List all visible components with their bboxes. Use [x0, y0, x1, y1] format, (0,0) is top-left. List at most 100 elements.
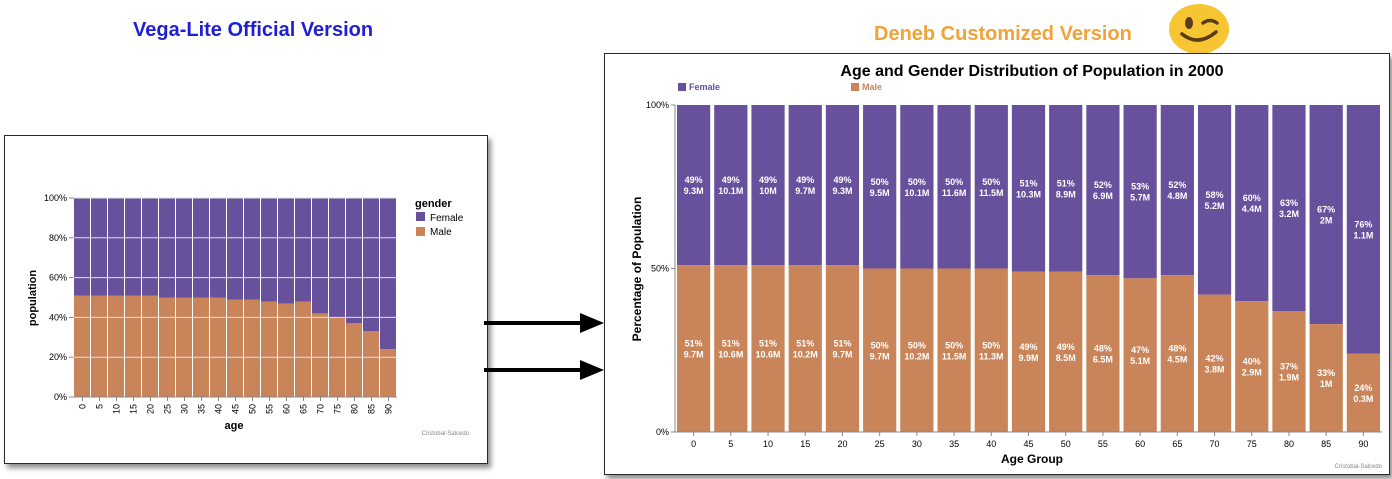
right-label-male-population: 9.7M	[870, 351, 890, 361]
right-label-male-population: 9.9M	[1018, 353, 1038, 363]
right-label-female-population: 6.9M	[1093, 191, 1113, 201]
left-x-tick-label: 65	[299, 404, 309, 414]
right-bar-female	[714, 105, 748, 266]
right-x-tick-label: 15	[800, 439, 810, 449]
left-x-tick-label: 60	[282, 404, 292, 414]
right-x-tick-label: 10	[763, 439, 773, 449]
right-label-female-percent: 63%	[1280, 198, 1298, 208]
right-label-female-percent: 52%	[1168, 180, 1186, 190]
right-label-male-percent: 47%	[1131, 345, 1149, 355]
right-label-female-population: 11.6M	[942, 188, 967, 198]
right-label-male-population: 2.9M	[1242, 368, 1262, 378]
left-x-tick-label: 85	[367, 404, 377, 414]
right-data-labels-group: 49%9.3M51%9.7M49%10.1M51%10.6M49%10M51%1…	[684, 175, 1374, 404]
right-bar-male	[751, 265, 785, 432]
right-label-male-percent: 51%	[759, 339, 777, 349]
right-label-female-population: 10.1M	[718, 186, 743, 196]
right-bar-male	[1049, 271, 1083, 432]
right-bar-male	[677, 265, 711, 432]
right-x-tick-label: 60	[1135, 439, 1145, 449]
right-label-male-percent: 51%	[796, 339, 814, 349]
left-bars-group	[74, 198, 396, 397]
right-x-tick-label: 75	[1247, 439, 1257, 449]
left-bar-female	[159, 198, 175, 298]
right-bar-female	[937, 105, 971, 269]
right-bar-female	[751, 105, 785, 266]
right-bar-female	[788, 105, 822, 266]
left-bar-female	[91, 198, 107, 296]
right-label-male-percent: 51%	[722, 339, 740, 349]
left-legend-female-swatch	[416, 212, 425, 221]
right-label-male-percent: 49%	[1019, 342, 1037, 352]
right-bar-female	[900, 105, 934, 269]
left-y-tick-label: 20%	[49, 352, 67, 362]
right-label-male-percent: 37%	[1280, 362, 1298, 372]
left-legend-male-swatch	[416, 227, 425, 236]
right-x-tick-label: 55	[1098, 439, 1108, 449]
left-bar-male	[125, 295, 141, 397]
right-label-male-population: 8.5M	[1056, 353, 1076, 363]
right-label-female-percent: 51%	[1057, 178, 1075, 188]
right-label-female-percent: 53%	[1131, 182, 1149, 192]
right-label-male-percent: 48%	[1168, 344, 1186, 354]
right-label-female-population: 1.1M	[1353, 230, 1373, 240]
left-x-tick-label: 0	[78, 404, 88, 409]
right-label-male-population: 4.5M	[1167, 355, 1187, 365]
official-version-heading: Vega-Lite Official Version	[133, 19, 374, 41]
left-bar-female	[363, 198, 379, 332]
left-x-tick-label: 55	[265, 404, 275, 414]
left-bar-female	[108, 198, 124, 296]
right-label-female-percent: 49%	[833, 175, 851, 185]
right-bar-female	[1123, 105, 1157, 279]
right-label-female-population: 4.4M	[1242, 204, 1262, 214]
right-bar-female	[677, 105, 711, 266]
left-bar-male	[346, 323, 362, 397]
left-x-tick-label: 40	[214, 404, 224, 414]
right-y-axis-ticks: 0% 50% 100%	[646, 100, 676, 437]
left-y-axis-label: population	[27, 270, 39, 326]
left-bar-male	[108, 295, 124, 397]
right-label-male-population: 9.7M	[832, 350, 852, 360]
right-bar-male	[1123, 278, 1157, 432]
left-x-tick-label: 75	[333, 404, 343, 414]
right-label-male-percent: 50%	[982, 340, 1000, 350]
right-bar-male	[788, 265, 822, 432]
right-label-female-population: 5.7M	[1130, 193, 1150, 203]
left-bar-male	[193, 297, 209, 397]
left-bar-male	[74, 295, 90, 397]
right-chart-title: Age and Gender Distribution of Populatio…	[840, 63, 1223, 80]
right-label-male-population: 11.3M	[979, 351, 1004, 361]
left-bar-male	[380, 349, 396, 397]
right-x-tick-label: 70	[1210, 439, 1220, 449]
left-legend-title: gender	[415, 198, 452, 210]
right-legend-female-label: Female	[689, 82, 720, 92]
left-bar-female	[142, 198, 158, 296]
left-x-axis-ticks: 0 5 10 15 20 25 30 35 40 45 50 55 60 65 70 75 80 85 90	[74, 396, 397, 414]
left-bar-male	[159, 297, 175, 397]
right-label-male-percent: 50%	[871, 340, 889, 350]
right-bar-male	[937, 268, 971, 432]
left-x-tick-label: 10	[112, 404, 122, 414]
left-bar-female	[227, 198, 243, 300]
right-label-male-population: 9.7M	[684, 350, 704, 360]
left-bar-male	[261, 301, 277, 397]
left-x-tick-label: 80	[350, 404, 360, 414]
right-legend: Female Male	[678, 82, 882, 92]
right-bar-female	[1049, 105, 1083, 272]
right-label-female-population: 9.7M	[795, 186, 815, 196]
right-label-female-population: 11.5M	[979, 188, 1004, 198]
right-label-female-percent: 49%	[722, 175, 740, 185]
left-legend-female-label: Female	[430, 213, 464, 224]
left-y-tick-label: 100%	[44, 193, 67, 203]
right-label-female-percent: 49%	[796, 175, 814, 185]
right-x-tick-label: 50	[1061, 439, 1071, 449]
right-bar-female	[1235, 105, 1269, 302]
right-x-tick-label: 80	[1284, 439, 1294, 449]
right-label-female-population: 10.3M	[1016, 189, 1041, 199]
left-x-tick-label: 50	[248, 404, 258, 414]
right-bar-male	[825, 265, 860, 432]
right-bar-female	[1197, 105, 1232, 295]
right-label-male-population: 5.1M	[1130, 356, 1150, 366]
right-y-tick-label: 0%	[656, 427, 669, 437]
